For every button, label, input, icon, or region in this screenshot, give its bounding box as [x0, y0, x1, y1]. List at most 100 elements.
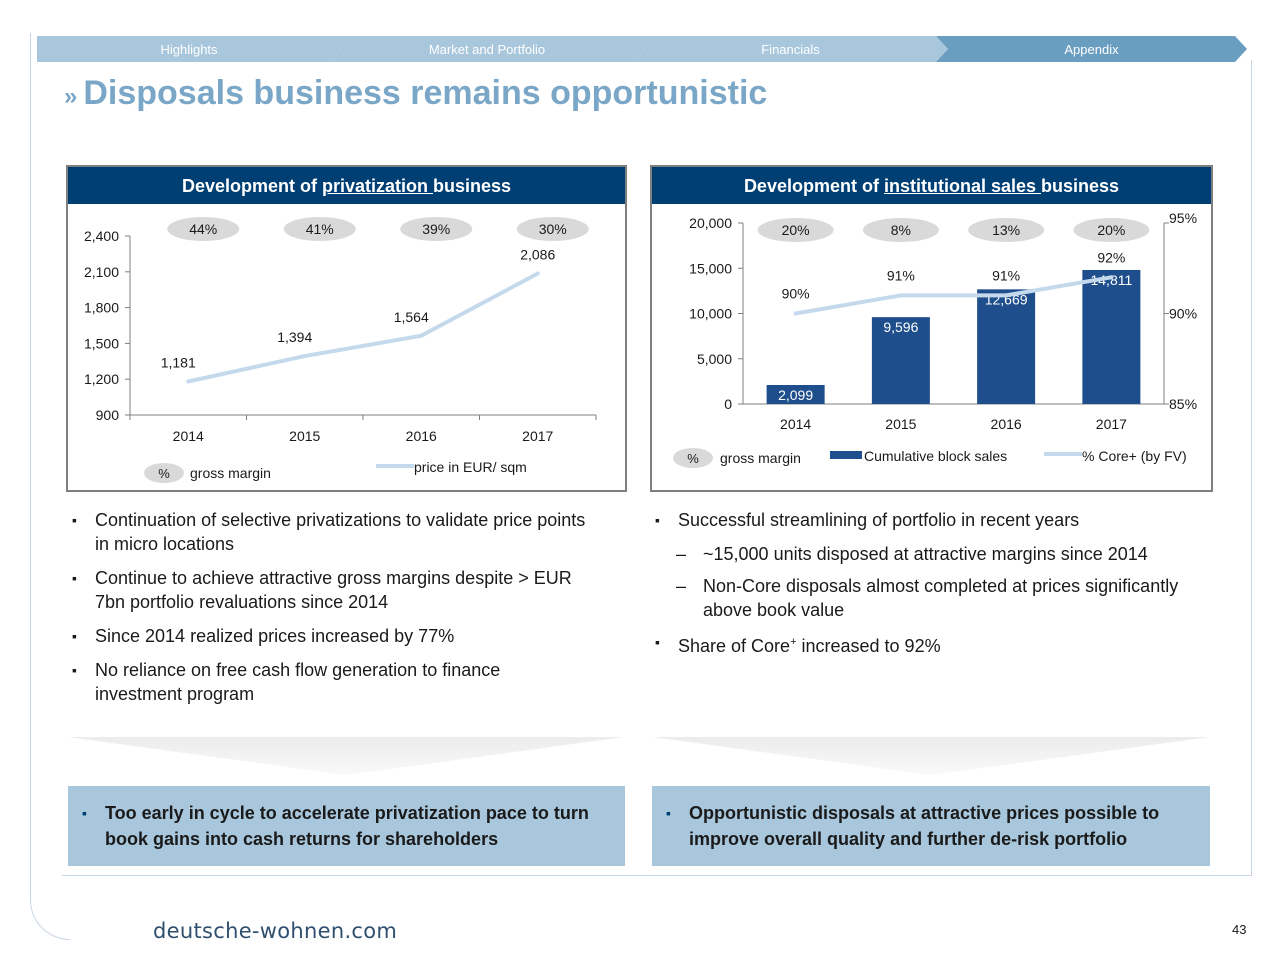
- core-share-point: [898, 293, 903, 298]
- privatization-bullets: Continuation of selective privatizations…: [72, 508, 592, 716]
- title-chevron: »: [64, 83, 78, 110]
- tab-label: Appendix: [1064, 42, 1119, 57]
- title-row: » Disposals business remains opportunist…: [64, 74, 767, 114]
- core-share-line: [795, 275, 1112, 316]
- price-point: [186, 379, 191, 384]
- privatization-chart-panel: Development of privatization business 2,…: [66, 165, 627, 492]
- funnel-arrow-left: [68, 737, 624, 775]
- funnel-arrow-right: [652, 737, 1210, 775]
- core-share-value-label: 91%: [992, 267, 1020, 283]
- price-value-label: 2,086: [520, 246, 555, 262]
- frame-right-border: [1251, 60, 1252, 876]
- header-underlined: institutional sales: [883, 176, 1042, 196]
- page-title: Disposals business remains opportunistic: [83, 74, 768, 112]
- x-tick-label: 2014: [780, 416, 811, 432]
- bullet-text: Share of Core: [678, 636, 791, 656]
- price-point: [302, 354, 307, 359]
- tab-label: Financials: [761, 42, 820, 57]
- tab-label: Market and Portfolio: [428, 42, 546, 57]
- gross-margin-label: 13%: [992, 222, 1020, 238]
- price-value-label: 1,181: [161, 354, 196, 370]
- bullet-item: Since 2014 realized prices increased by …: [72, 624, 592, 648]
- gross-margin-pill: [283, 217, 356, 241]
- x-tick-label: 2016: [991, 416, 1022, 432]
- price-point: [535, 271, 540, 276]
- gross-margin-label: 30%: [539, 221, 567, 237]
- core-share-point: [1004, 293, 1009, 298]
- legend-margin-symbol: %: [158, 466, 170, 481]
- privatization-conclusion-box: Too early in cycle to accelerate privati…: [68, 786, 625, 866]
- gross-margin-pill: [167, 217, 240, 241]
- bullet-text: increased to 92%: [796, 636, 941, 656]
- price-value-label: 1,394: [277, 329, 312, 345]
- core-share-value-label: 90%: [782, 286, 810, 302]
- core-share-value-label: 92%: [1097, 249, 1125, 265]
- core-share-point: [793, 311, 798, 316]
- block-sales-bar: [766, 385, 825, 404]
- block-sales-bar: [977, 289, 1036, 404]
- block-sales-bar: [1082, 269, 1141, 404]
- tab-appendix[interactable]: Appendix: [936, 36, 1247, 62]
- tab-market-and-portfolio[interactable]: Market and Portfolio: [329, 36, 645, 62]
- tab-highlights[interactable]: Highlights: [37, 36, 341, 62]
- y-tick-label: 15,000: [689, 260, 732, 276]
- gross-margin-pill: [757, 218, 834, 242]
- bullet-item: Continuation of selective privatizations…: [72, 508, 592, 556]
- gross-margin-label: 39%: [422, 221, 450, 237]
- x-tick-label: 2017: [522, 428, 553, 444]
- y-tick-label: 2,400: [84, 228, 119, 244]
- block-sales-bar: [871, 317, 930, 404]
- sub-bullet-item: Non-Core disposals almost completed at p…: [655, 574, 1215, 622]
- header-prefix: Development of: [743, 176, 884, 196]
- institutional-sales-conclusion-box: Opportunistic disposals at attractive pr…: [652, 786, 1210, 866]
- core-share-value-label: 91%: [887, 267, 915, 283]
- x-tick-label: 2015: [289, 428, 320, 444]
- y-tick-label: 0: [724, 396, 732, 412]
- legend-margin-pill: [673, 448, 713, 468]
- y-tick-label: 1,200: [84, 371, 119, 387]
- bullet-item: Continue to achieve attractive gross mar…: [72, 566, 592, 614]
- header-suffix: business: [433, 176, 512, 196]
- x-tick-label: 2016: [406, 428, 437, 444]
- y2-tick-label: 85%: [1169, 396, 1197, 412]
- company-logo: deutsche-wohnen.com: [153, 919, 398, 943]
- legend-line-label: % Core+ (by FV): [1082, 448, 1187, 464]
- frame-left-border: [30, 33, 31, 873]
- price-value-label: 1,564: [394, 309, 429, 325]
- sub-bullet-item: ~15,000 units disposed at attractive mar…: [655, 542, 1215, 566]
- block-sales-value-label: 9,596: [883, 319, 918, 335]
- legend-line-label: price in EUR/ sqm: [414, 459, 527, 475]
- header-prefix: Development of: [181, 176, 322, 196]
- y-tick-label: 5,000: [697, 351, 732, 367]
- gross-margin-pill: [400, 217, 473, 241]
- institutional-sales-chart-panel: Development of institutional sales busin…: [650, 165, 1213, 492]
- y-tick-label: 20,000: [689, 215, 732, 231]
- gross-margin-label: 41%: [306, 221, 334, 237]
- y-tick-label: 1,500: [84, 335, 119, 351]
- core-share-point: [1109, 275, 1114, 280]
- price-point: [419, 333, 424, 338]
- bullet-item: No reliance on free cash flow generation…: [72, 658, 592, 706]
- header-suffix: business: [1041, 176, 1120, 196]
- legend-bar-swatch: [830, 451, 862, 459]
- legend-margin-label: gross margin: [190, 465, 271, 481]
- gross-margin-pill: [862, 218, 939, 242]
- gross-margin-label: 8%: [891, 222, 911, 238]
- y-tick-label: 2,100: [84, 264, 119, 280]
- legend-margin-symbol: %: [687, 451, 699, 466]
- privatization-chart-header: Development of privatization business: [68, 167, 625, 204]
- frame-corner: [30, 860, 70, 940]
- bullet-item: Share of Core+ increased to 92%: [655, 630, 1215, 658]
- page-number: 43: [1232, 922, 1247, 937]
- superscript-plus: +: [790, 636, 797, 648]
- x-tick-label: 2015: [885, 416, 916, 432]
- block-sales-value-label: 2,099: [778, 387, 813, 403]
- gross-margin-pill: [968, 218, 1045, 242]
- y-tick-label: 900: [96, 407, 120, 423]
- legend-margin-pill: [144, 463, 184, 483]
- price-line: [187, 271, 539, 384]
- y2-tick-label: 95%: [1169, 210, 1197, 226]
- gross-margin-label: 44%: [189, 221, 217, 237]
- gross-margin-label: 20%: [1097, 222, 1125, 238]
- tab-financials[interactable]: Financials: [633, 36, 948, 62]
